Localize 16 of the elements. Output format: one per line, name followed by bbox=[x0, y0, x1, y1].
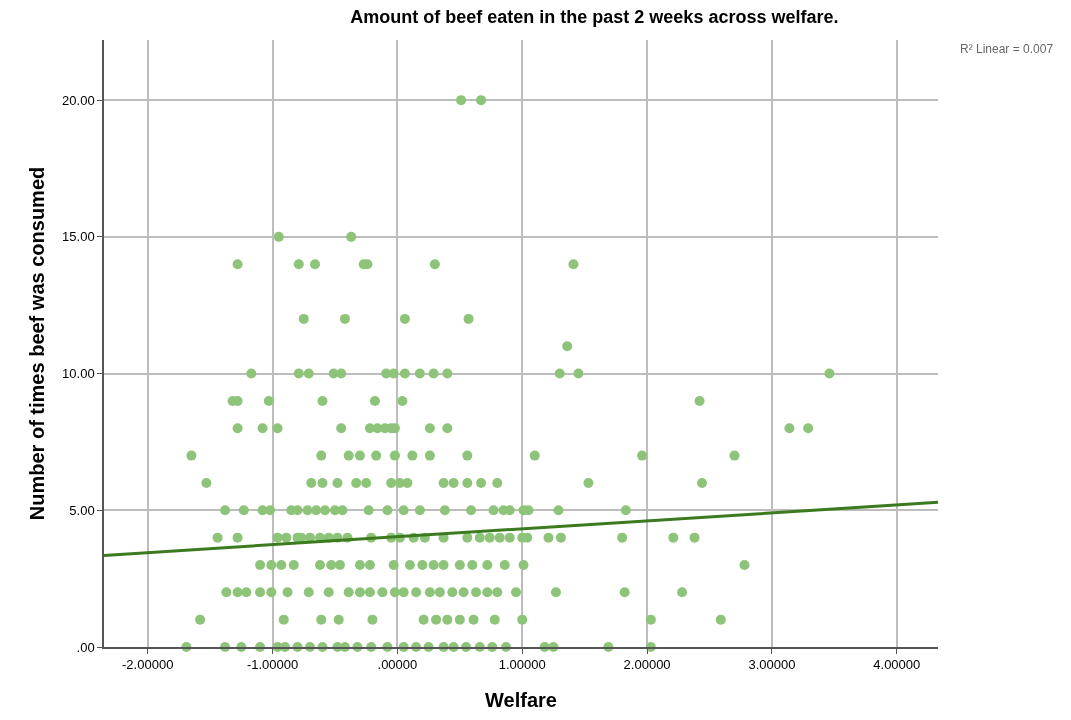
x-tick-label: -2.00000 bbox=[122, 657, 174, 673]
x-tick-label: 2.00000 bbox=[623, 657, 671, 673]
y-tick-label: 10.00 bbox=[62, 366, 95, 382]
x-tick-label: 4.00000 bbox=[873, 657, 921, 673]
y-tick-label: .00 bbox=[76, 639, 95, 655]
y-tick-label: 15.00 bbox=[62, 229, 95, 245]
y-tick-label: 5.00 bbox=[69, 502, 95, 518]
x-tick-label: -1.00000 bbox=[246, 657, 299, 673]
y-tick-label: 20.00 bbox=[62, 92, 95, 108]
y-axis-title: Number of times beef was consumed bbox=[26, 166, 49, 521]
chart-title: Amount of beef eaten in the past 2 weeks across welfare. bbox=[350, 7, 839, 28]
x-tick-label: 3.00000 bbox=[748, 657, 796, 673]
text: R² Linear = 0.007 bbox=[960, 42, 1054, 56]
x-tick-label: 1.00000 bbox=[498, 657, 546, 673]
x-axis-title: Welfare bbox=[485, 689, 557, 712]
x-tick-label: .00000 bbox=[377, 657, 418, 673]
